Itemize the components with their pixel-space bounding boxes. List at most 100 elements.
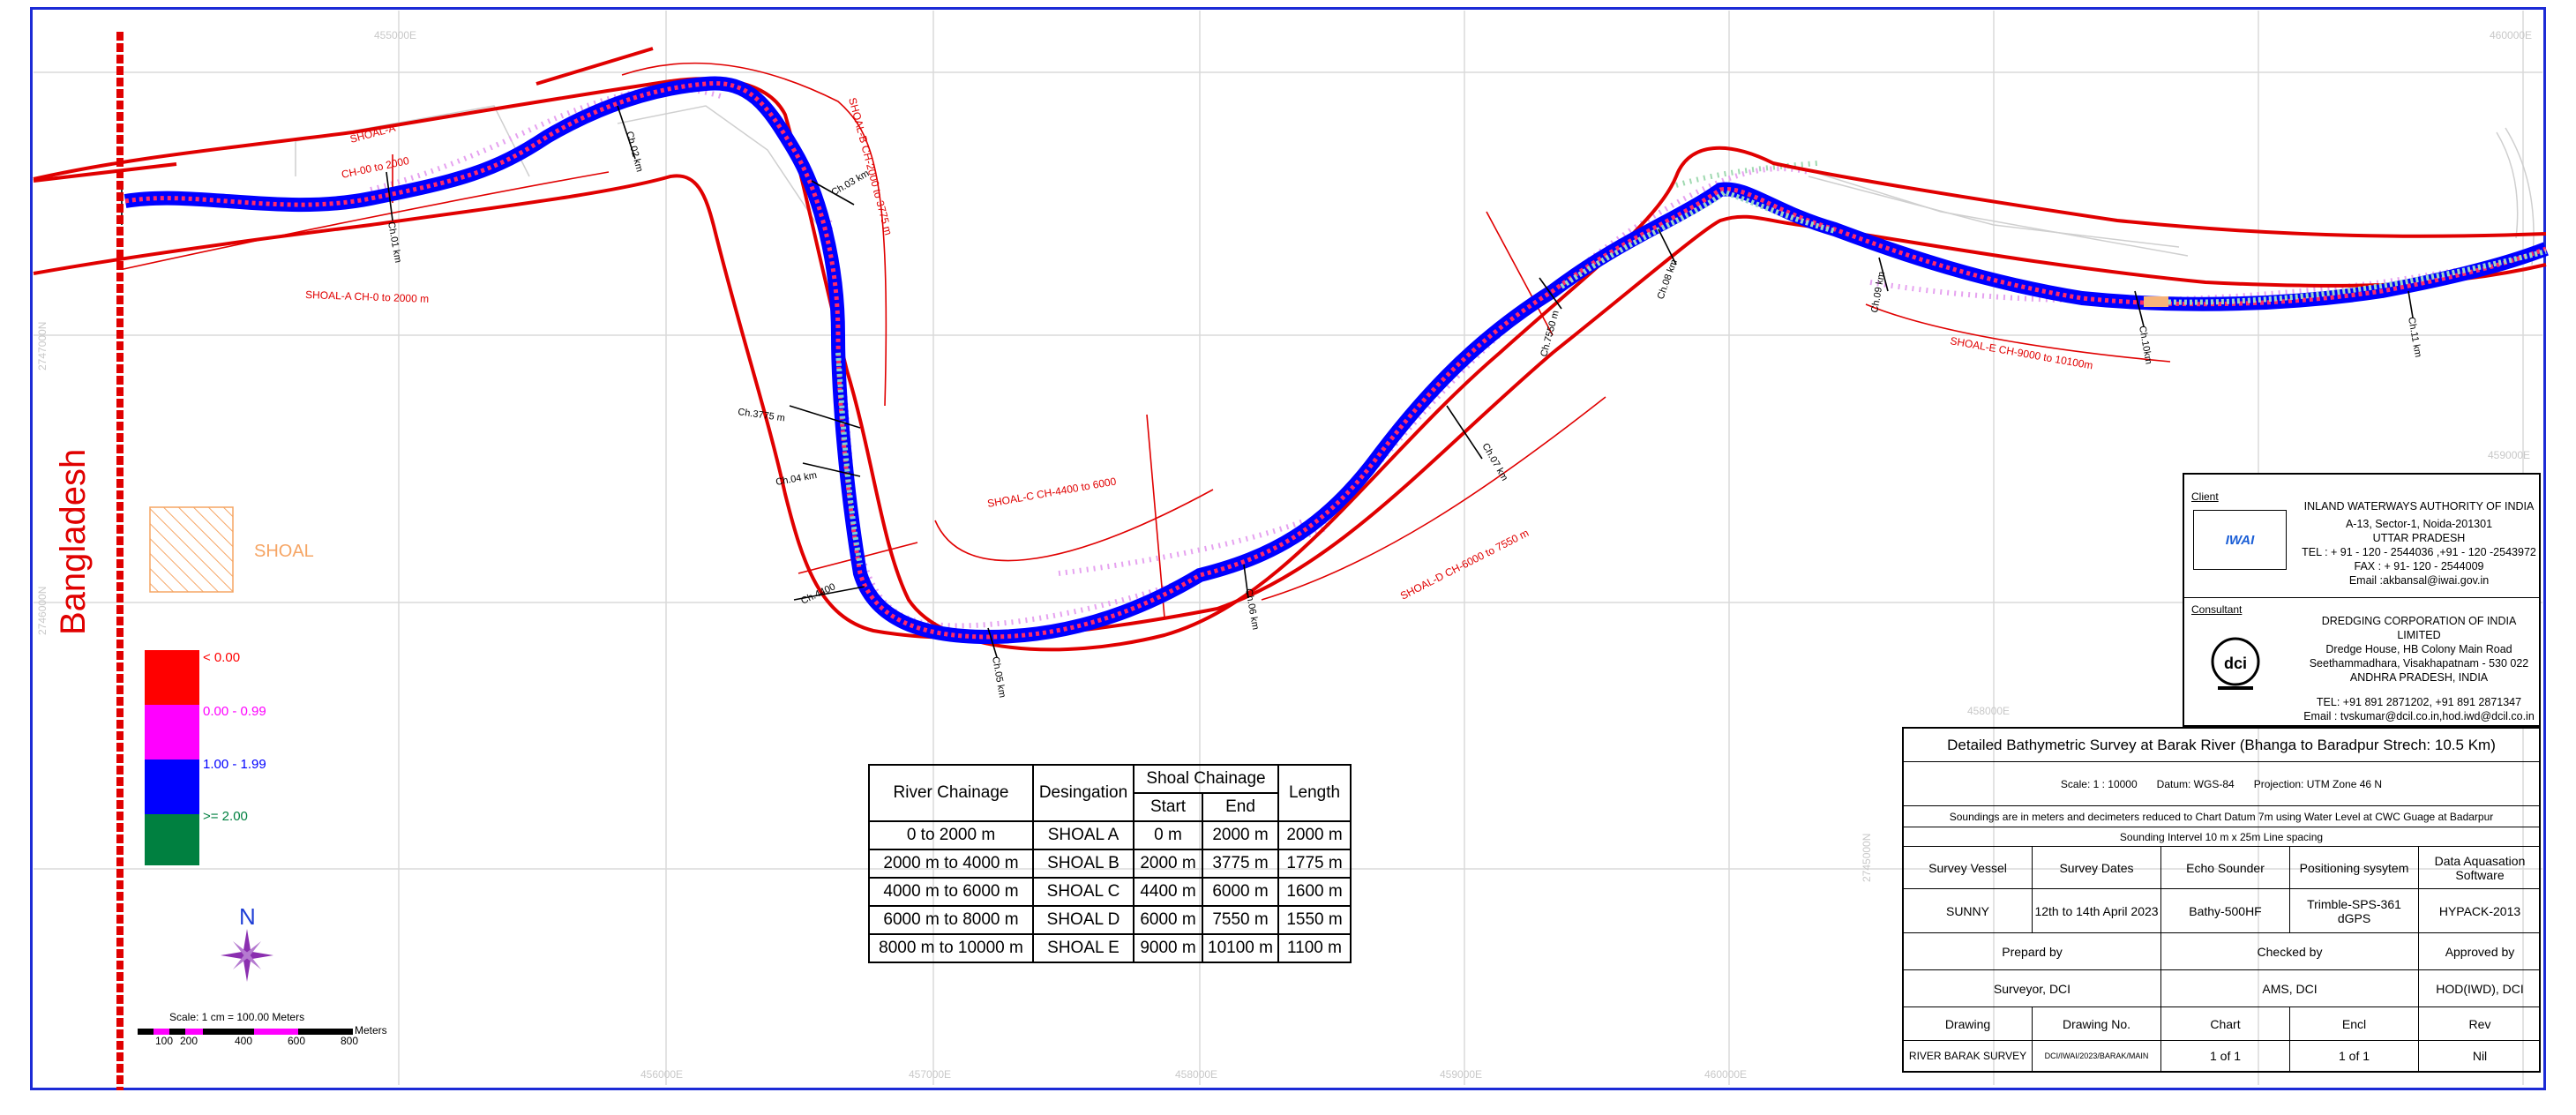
shoal-label: SHOAL-A: [348, 122, 397, 146]
chainage-label: Ch.07 km: [1479, 442, 1509, 483]
table-header: Length: [1277, 764, 1352, 822]
cell: Rev: [2468, 1016, 2491, 1031]
cell: 7550 m: [1202, 905, 1279, 935]
survey-title: Detailed Bathymetric Survey at Barak Riv…: [1904, 729, 2539, 762]
dci-logo-text: dci: [2223, 654, 2247, 672]
address-line: Dredge House, HB Colony Main Road: [2325, 643, 2512, 655]
table-header: Desingation: [1032, 764, 1134, 822]
grid-label: 458000E: [1175, 1068, 1217, 1081]
cell: Drawing No.: [2033, 1007, 2161, 1040]
grid-label: 460000E: [2490, 29, 2532, 41]
north-label: N: [239, 903, 256, 930]
chainage-label: Ch.05 km: [990, 655, 1007, 698]
cell: 6000 m: [1133, 905, 1203, 935]
survey-header-row: Survey Vessel Survey Dates Echo Sounder …: [1904, 847, 2539, 889]
cell: 6000 m to 8000 m: [868, 905, 1034, 935]
cell: Data Aquasation Software: [2434, 853, 2526, 882]
signoff-header-row: Prepard by Checked by Approved by: [1904, 933, 2539, 970]
chainage-label: Ch.09 km: [1869, 271, 1887, 313]
scale-value: Scale: 1 : 10000: [2060, 777, 2138, 790]
iwai-logo-icon: IWAI: [2225, 532, 2255, 548]
map-parameters: Scale: 1 : 10000 Datum: WGS-84 Projectio…: [1904, 762, 2539, 806]
cell: 1600 m: [1277, 877, 1352, 907]
cell: 1 of 1: [2290, 1041, 2419, 1071]
grid-label: 458000E: [1967, 705, 2010, 717]
chainage-label: Ch.02 km: [624, 131, 645, 174]
depth-legend-label: 1.00 - 1.99: [203, 757, 266, 772]
country-label: Bangladesh: [54, 449, 93, 635]
cell: 4400 m: [1133, 877, 1203, 907]
table-header: Start: [1133, 792, 1203, 822]
table-header: End: [1202, 792, 1279, 822]
cell: 12th to 14th April 2023: [2033, 889, 2161, 932]
client-address: INLAND WATERWAYS AUTHORITY OF INDIA A-13…: [2299, 499, 2539, 587]
scale-text: Scale: 1 cm = 100.00 Meters: [169, 1011, 304, 1023]
cell: DCI/IWAI/2023/BARAK/MAIN: [2033, 1041, 2161, 1071]
address-line: A-13, Sector-1, Noida-201301: [2345, 518, 2493, 530]
cell: Approved by: [2445, 944, 2515, 959]
chainage-label: Ch.01 km: [386, 221, 403, 263]
shoal-annotation-lines: [123, 62, 2171, 618]
cell: Bathy-500HF: [2161, 889, 2290, 932]
grid-label: 460000E: [1704, 1068, 1747, 1081]
cell: Chart: [2161, 1007, 2290, 1040]
survey-value-row: SUNNY 12th to 14th April 2023 Bathy-500H…: [1904, 889, 2539, 933]
cell: 1775 m: [1277, 849, 1352, 879]
depth-legend-label: < 0.00: [203, 650, 240, 665]
table-row: 6000 m to 8000 m SHOAL D 6000 m 7550 m 1550 …: [868, 905, 1352, 935]
dci-logo-icon: dci: [2202, 630, 2269, 697]
table-header: River Chainage: [868, 764, 1034, 822]
client-label: Client: [2191, 490, 2219, 503]
title-block: Detailed Bathymetric Survey at Barak Riv…: [1902, 727, 2541, 1073]
cell: Nil: [2472, 1049, 2488, 1063]
cell: 6000 m: [1202, 877, 1279, 907]
scale-tick: 800: [341, 1035, 358, 1047]
cell: 1100 m: [1277, 933, 1352, 963]
grid-label: 2747000N: [36, 322, 49, 370]
chainage-label: Ch.3775 m: [738, 407, 786, 423]
depth-swatch-1-2: [145, 760, 199, 814]
consultant-address: DREDGING CORPORATION OF INDIA LIMITED Dr…: [2299, 614, 2539, 723]
depth-swatch-negative: [145, 650, 199, 705]
address-line: TEL: +91 891 2871202, +91 891 2871347: [2316, 696, 2522, 708]
sounding-interval-note: Sounding Intervel 10 m x 25m Line spacin…: [1904, 827, 2539, 847]
consultant-label: Consultant: [2191, 603, 2243, 616]
address-line: TEL : + 91 - 120 - 2544036 ,+91 - 120 -2…: [2302, 546, 2536, 558]
grid-label: 456000E: [640, 1068, 683, 1081]
grid-label: 2745000N: [1861, 834, 1873, 882]
chainage-label: Ch.06 km: [1243, 587, 1261, 630]
cell: Encl: [2290, 1007, 2419, 1040]
drawing-header-row: Drawing Drawing No. Chart Encl Rev: [1904, 1007, 2539, 1041]
shoal-label: SHOAL-B CH-2000 to 3775 m: [846, 96, 895, 236]
scale-unit: Meters: [355, 1024, 387, 1036]
client-section: Client IWAI INLAND WATERWAYS AUTHORITY O…: [2184, 475, 2539, 598]
scale-tick: 100: [155, 1035, 173, 1047]
address-line: ANDHRA PRADESH, INDIA: [2349, 671, 2489, 684]
sounding-note: Soundings are in meters and decimeters r…: [1904, 806, 2539, 827]
cell: HYPACK-2013: [2438, 903, 2521, 918]
cell: Echo Sounder: [2161, 847, 2290, 888]
shoal-label: SHOAL-E CH-9000 to 10100m: [1949, 334, 2093, 371]
cell: Checked by: [2161, 933, 2419, 969]
navigation-channel: [124, 76, 2549, 645]
grid-label: 455000E: [374, 29, 416, 41]
river-banks: [33, 47, 2547, 652]
depth-legend: [145, 650, 199, 865]
table-row: 8000 m to 10000 m SHOAL E 9000 m 10100 m 110…: [868, 933, 1352, 963]
depth-legend-label: >= 2.00: [203, 809, 248, 824]
cell: 8000 m to 10000 m: [868, 933, 1034, 963]
drawing-value-row: RIVER BARAK SURVEY DCI/IWAI/2023/BARAK/M…: [1904, 1041, 2539, 1071]
scale-tick: 200: [180, 1035, 198, 1047]
cell: 3775 m: [1202, 849, 1279, 879]
chainage-label: Ch.11 km: [2406, 316, 2423, 358]
depth-legend-label: 0.00 - 0.99: [203, 704, 266, 719]
cell: 0 to 2000 m: [868, 820, 1034, 850]
scale-tick: 600: [288, 1035, 305, 1047]
cell: 1550 m: [1277, 905, 1352, 935]
cell: 4000 m to 6000 m: [868, 877, 1034, 907]
address-line: FAX : + 91- 120 - 2544009: [2354, 560, 2484, 572]
cell: SHOAL B: [1032, 849, 1134, 879]
address-line: Email :akbansal@iwai.gov.in: [2348, 574, 2490, 587]
